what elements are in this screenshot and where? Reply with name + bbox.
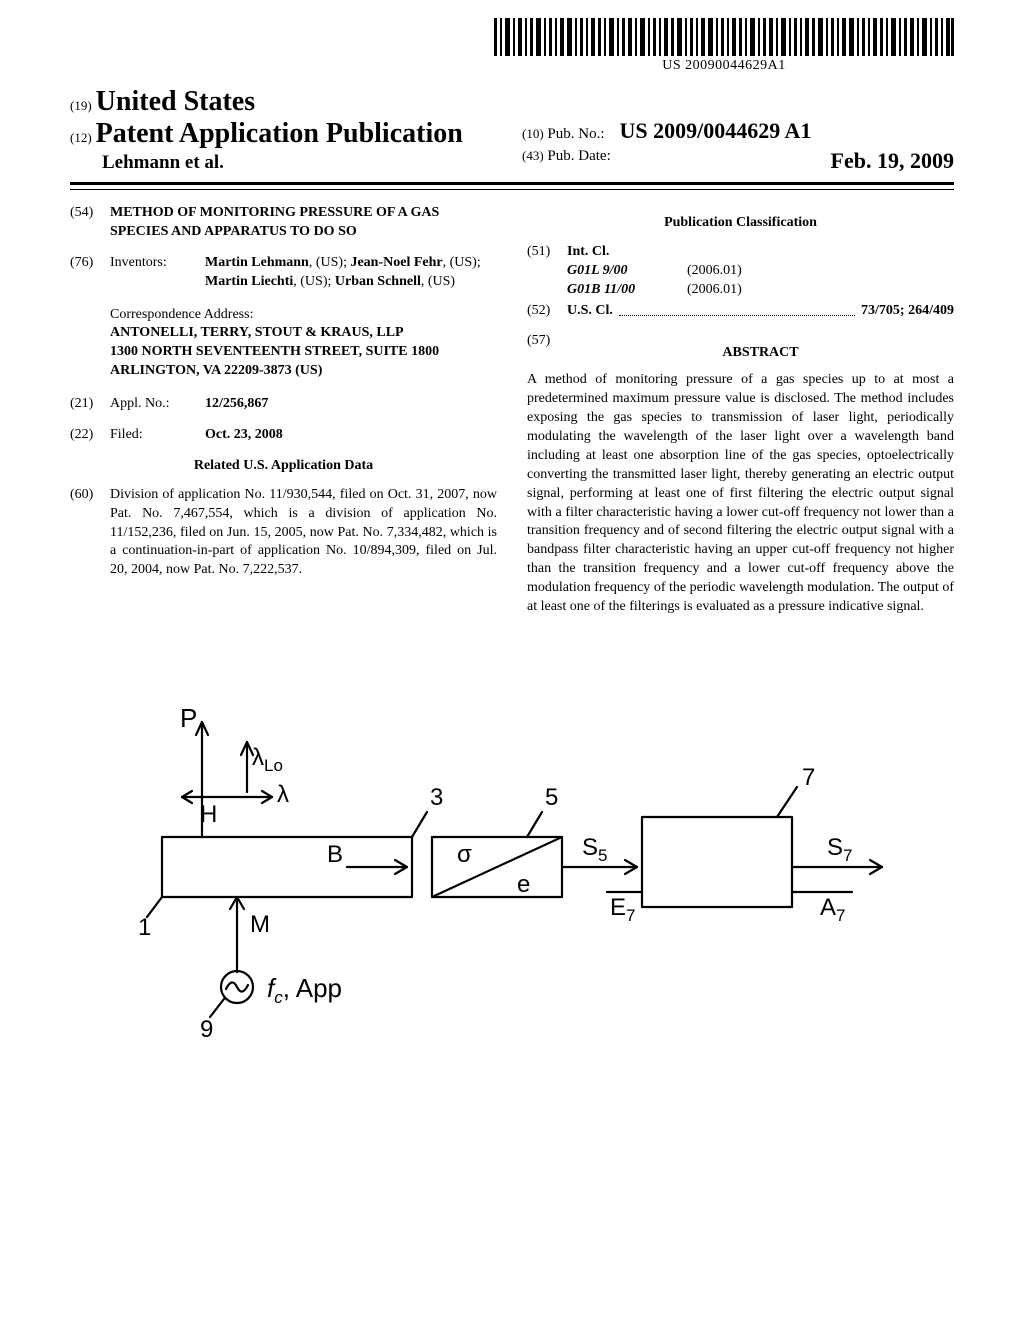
abstract-label: ABSTRACT (567, 344, 954, 363)
pubdate-value: Feb. 19, 2009 (831, 148, 954, 174)
filed-inid: (22) (70, 426, 110, 445)
country-inid: (19) (70, 98, 92, 113)
fig-label-S5: S5 (582, 834, 607, 865)
correspondence-block: Correspondence Address: ANTONELLI, TERRY… (110, 306, 497, 382)
biblio-left: (54) METHOD OF MONITORING PRESSURE OF A … (70, 204, 497, 617)
fig-label-E7: E7 (610, 894, 635, 925)
uscl-label: U.S. Cl. (567, 302, 613, 321)
biblio-right: Publication Classification (51) Int. Cl.… (527, 204, 954, 617)
pubdate-label: Pub. Date: (547, 148, 610, 164)
fig-label-3: 3 (430, 784, 443, 811)
correspondence-line1: ANTONELLI, TERRY, STOUT & KRAUS, LLP (110, 324, 497, 343)
barcode-graphic (494, 18, 954, 56)
pubno-value: US 2009/0044629 A1 (620, 118, 812, 143)
intcl-code-0: G01L 9/00 (567, 262, 687, 281)
correspondence-label: Correspondence Address: (110, 306, 497, 325)
fig-label-P: P (180, 703, 197, 733)
pubno-label: Pub. No.: (547, 126, 604, 142)
pubclass-title: Publication Classification (527, 214, 954, 233)
applno-value: 12/256,867 (205, 395, 497, 414)
filed-value: Oct. 23, 2008 (205, 426, 497, 445)
dotted-leader (619, 315, 855, 316)
invention-title: METHOD OF MONITORING PRESSURE OF A GAS S… (110, 204, 497, 242)
country: United States (96, 86, 255, 117)
fig-label-lambdaLO: λLo (252, 744, 283, 775)
related-title: Related U.S. Application Data (70, 457, 497, 476)
fig-label-sigma: σ (457, 841, 472, 868)
uscl-inid: (52) (527, 302, 567, 321)
intcl-label: Int. Cl. (567, 243, 954, 262)
fig-label-H: H (200, 801, 217, 828)
abstract-inid: (57) (527, 332, 567, 371)
author-line: Lehmann et al. (70, 152, 502, 174)
correspondence-line2: 1300 NORTH SEVENTEENTH STREET, SUITE 180… (110, 343, 497, 362)
barcode-text: US 20090044629A1 (494, 58, 954, 74)
title-inid: (54) (70, 204, 110, 242)
pubdate-inid: (43) (522, 148, 544, 163)
fig-label-1: 1 (138, 914, 151, 941)
intcl-ver-1: (2006.01) (687, 281, 742, 300)
block-diagram: P λLo λ H B 3 σ e 5 S5 7 E7 S7 A7 M 1 9 … (132, 697, 892, 1057)
fig-label-fcApp: fc, App (267, 973, 342, 1007)
inventors-inid: (76) (70, 254, 110, 292)
fig-label-7: 7 (802, 764, 815, 791)
fig-label-9: 9 (200, 1016, 213, 1043)
intcl-inid: (51) (527, 243, 567, 300)
related-text: Division of application No. 11/930,544, … (110, 486, 497, 580)
intcl-code-1: G01B 11/00 (567, 281, 687, 300)
fig-label-B: B (327, 841, 343, 868)
fig-label-e: e (517, 871, 530, 898)
pubtype-inid: (12) (70, 130, 92, 145)
fig-label-5: 5 (545, 784, 558, 811)
figure-area: P λLo λ H B 3 σ e 5 S5 7 E7 S7 A7 M 1 9 … (70, 697, 954, 1057)
related-inid: (60) (70, 486, 110, 580)
fig-label-S7: S7 (827, 834, 852, 865)
uscl-value: 73/705; 264/409 (861, 302, 954, 321)
divider-thick (70, 182, 954, 185)
fig-label-lambda: λ (277, 781, 289, 808)
inventors-value: Martin Lehmann, (US); Jean-Noel Fehr, (U… (205, 254, 497, 292)
fig-label-M: M (250, 911, 270, 938)
inventors-label: Inventors: (110, 254, 205, 292)
fig-label-A7: A7 (820, 894, 845, 925)
abstract-text: A method of monitoring pressure of a gas… (527, 371, 954, 617)
filed-label: Filed: (110, 426, 205, 445)
intcl-ver-0: (2006.01) (687, 262, 742, 281)
publication-type: Patent Application Publication (96, 118, 463, 149)
pubno-inid: (10) (522, 126, 544, 141)
bibliographic-columns: (54) METHOD OF MONITORING PRESSURE OF A … (70, 204, 954, 617)
applno-inid: (21) (70, 395, 110, 414)
divider-thin (70, 189, 954, 190)
applno-label: Appl. No.: (110, 395, 205, 414)
header: (19) United States (12) Patent Applicati… (70, 86, 954, 174)
barcode-block: US 20090044629A1 (494, 18, 954, 74)
correspondence-line3: ARLINGTON, VA 22209-3873 (US) (110, 362, 497, 381)
